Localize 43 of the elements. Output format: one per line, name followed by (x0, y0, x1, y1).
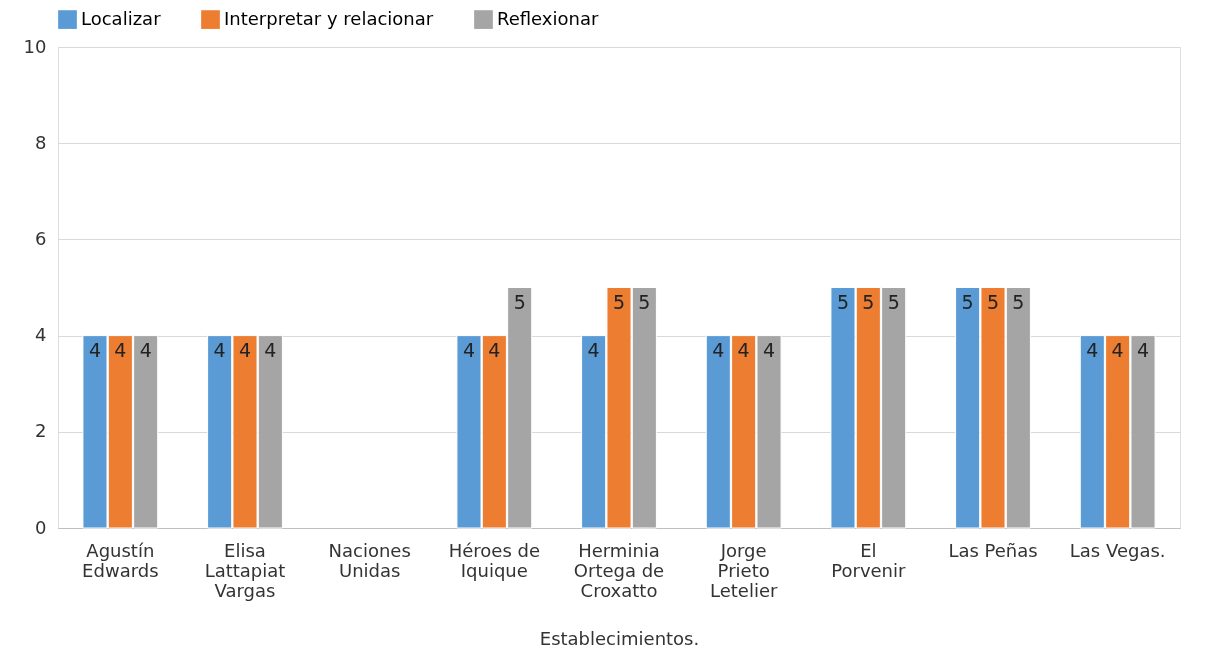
y-tick-label: 0 (35, 516, 47, 538)
data-label: 5 (961, 290, 974, 313)
data-label: 4 (1086, 338, 1099, 361)
data-label: 4 (462, 338, 476, 361)
data-label: 4 (139, 338, 152, 361)
data-label: 4 (238, 338, 252, 361)
data-label: 4 (737, 338, 750, 361)
data-label: 4 (488, 338, 501, 361)
data-label: 5 (836, 290, 850, 313)
data-label: 4 (88, 338, 102, 361)
x-tick-label: Agustín Edwards (82, 539, 159, 581)
y-tick-label: 8 (35, 131, 47, 153)
data-label: 4 (587, 338, 600, 361)
data-label: 5 (887, 290, 900, 313)
data-label: 4 (213, 338, 226, 361)
data-label: 4 (264, 338, 277, 361)
data-label: 4 (114, 338, 127, 361)
x-tick-label: El Porvenir (831, 539, 907, 581)
legend-label: Interpretar y relacionar (224, 7, 434, 29)
data-label: 4 (712, 338, 725, 361)
data-label: 5 (862, 290, 875, 313)
legend-label: Reflexionar (497, 7, 599, 29)
y-tick-label: 6 (35, 227, 47, 249)
data-label: 4 (1136, 338, 1150, 361)
x-tick-label: Elisa Lattapiat Vargas (204, 539, 286, 601)
data-label: 5 (1012, 290, 1025, 313)
x-tick-label: Las Vegas. (1069, 539, 1166, 561)
legend-label: Localizar (81, 7, 162, 29)
x-tick-label: Naciones Unidas (328, 539, 411, 581)
y-tick-label: 4 (35, 324, 47, 346)
data-label: 5 (986, 290, 1000, 313)
data-label: 4 (762, 338, 776, 361)
x-tick-label: Las Peñas (948, 539, 1038, 561)
data-label: 5 (513, 290, 526, 313)
x-tick-label: Héroes de Iquique (448, 539, 540, 581)
y-tick-label: 2 (35, 420, 47, 442)
x-axis-title: Establecimientos. (539, 627, 700, 649)
x-tick-label: Herminia Ortega de Croxatto (573, 539, 665, 601)
y-tick-label: 10 (23, 35, 47, 57)
x-tick-label: Jorge Prieto Letelier (709, 539, 778, 601)
data-label: 5 (612, 290, 626, 313)
data-label: 5 (638, 290, 651, 313)
data-label: 4 (1111, 338, 1124, 361)
